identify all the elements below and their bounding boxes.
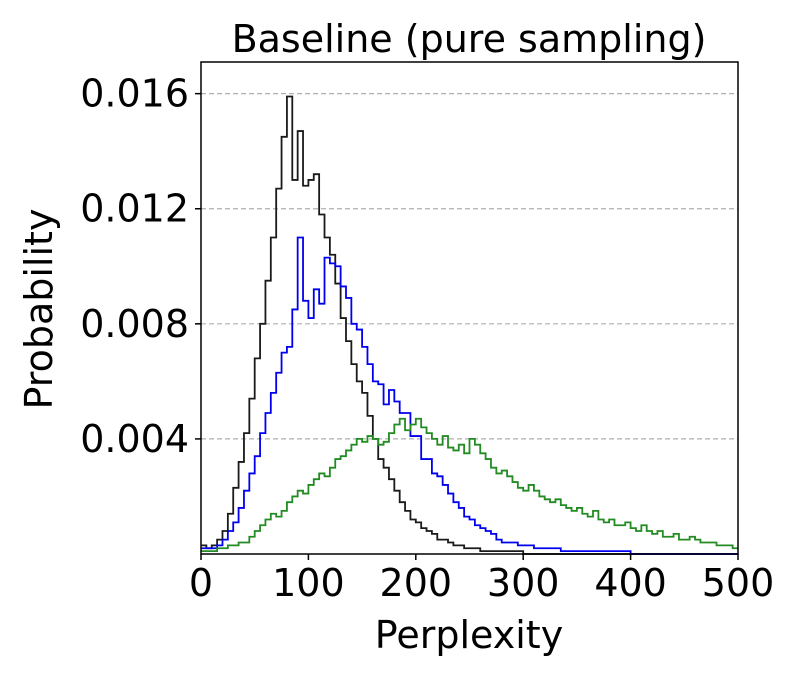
y-tick-label: 0.008 [80, 302, 189, 346]
y-tick-label: 0.004 [80, 417, 189, 461]
y-tick-label: 0.016 [80, 72, 189, 116]
x-tick-label: 200 [380, 561, 453, 605]
x-tick-label: 100 [272, 561, 345, 605]
y-tick-label: 0.012 [80, 187, 189, 231]
histogram-series-3 [201, 417, 738, 553]
histogram-series-1 [201, 95, 738, 555]
x-tick-label: 0 [189, 561, 213, 605]
plot-frame [200, 61, 739, 555]
x-axis-label: Perplexity [375, 613, 563, 657]
histogram-series [201, 95, 738, 555]
chart-title: Baseline (pure sampling) [232, 17, 707, 61]
x-tick-label: 500 [702, 561, 775, 605]
y-axis-label: Probability [17, 209, 61, 410]
x-tick-label: 400 [594, 561, 667, 605]
axis-ticks: 0 100 200 300 400 500 0.004 0.008 0.012 0.016 [80, 72, 774, 605]
x-tick-label: 300 [487, 561, 560, 605]
histogram-series-2 [201, 236, 738, 555]
